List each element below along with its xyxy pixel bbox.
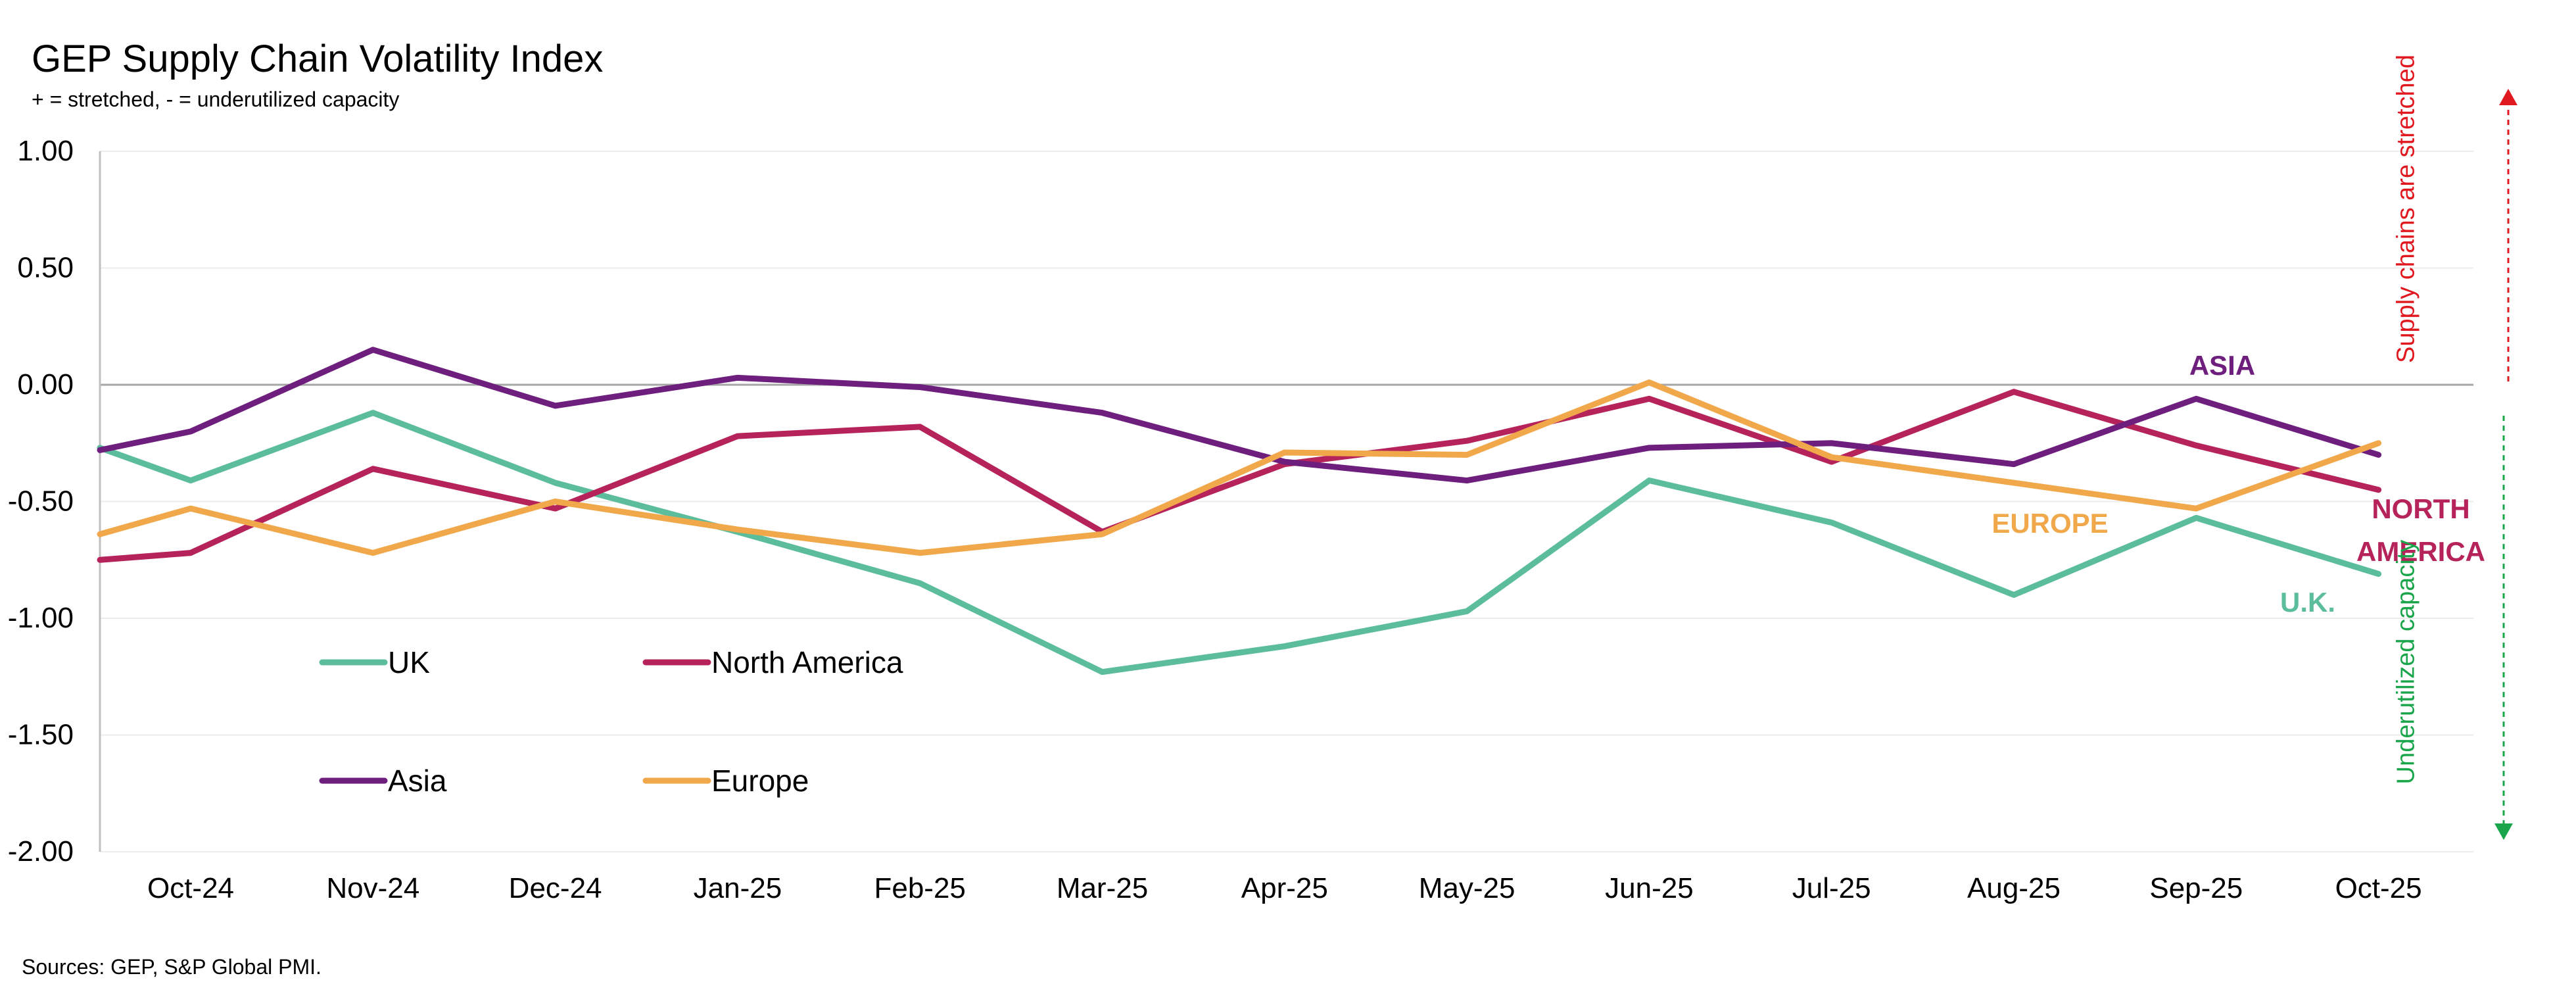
data-point-europe: [1828, 454, 1834, 460]
data-point-uk: [2375, 571, 2381, 577]
data-point-uk: [1281, 643, 1287, 649]
x-tick-label: Mar-25: [1057, 872, 1148, 904]
data-point-asia: [1646, 445, 1652, 451]
x-tick-label: Jan-25: [694, 872, 782, 904]
data-point-uk: [1646, 478, 1652, 483]
x-tick-label: Sep-25: [2149, 872, 2243, 904]
end-label-asia: ASIA: [2189, 350, 2255, 381]
x-tick-label: Aug-25: [1967, 872, 2061, 904]
y-tick-label: 1.00: [17, 135, 74, 167]
data-point-europe: [2375, 440, 2381, 446]
data-point-europe: [2011, 480, 2016, 486]
underutilized-annotation: Underutilized capacity: [2392, 539, 2420, 785]
data-point-north-america: [188, 550, 193, 556]
data-point-north-america: [1646, 396, 1652, 402]
stretched-arrow-head: [2499, 89, 2517, 105]
data-point-asia: [2193, 396, 2199, 402]
end-label-north-america: NORTH: [2372, 493, 2469, 524]
legend-label-asia: Asia: [388, 764, 447, 798]
data-point-europe: [1464, 452, 1470, 458]
legend-label-uk: UK: [388, 645, 430, 679]
data-point-uk: [1828, 520, 1834, 526]
data-point-north-america: [2011, 389, 2016, 395]
y-tick-label: -0.50: [8, 485, 74, 518]
legend-label-north-america: North America: [711, 645, 903, 679]
data-point-europe: [1646, 380, 1652, 385]
x-tick-label: Oct-24: [147, 872, 234, 904]
x-tick-label: Oct-25: [2335, 872, 2422, 904]
data-point-asia: [2011, 461, 2016, 467]
data-point-europe: [2193, 506, 2199, 512]
x-tick-label: Nov-24: [326, 872, 419, 904]
y-tick-label: -2.00: [8, 835, 74, 868]
end-label-north-america: AMERICA: [2356, 536, 2485, 567]
data-point-asia: [734, 375, 740, 381]
data-point-uk: [552, 480, 558, 486]
data-point-north-america: [734, 433, 740, 439]
chart-subtitle: + = stretched, - = underutilized capacit…: [32, 87, 400, 111]
data-point-north-america: [917, 424, 923, 429]
data-point-uk: [2193, 515, 2199, 521]
data-point-uk: [1099, 669, 1105, 675]
data-point-asia: [1828, 440, 1834, 446]
chart-title: GEP Supply Chain Volatility Index: [32, 37, 604, 80]
data-point-europe: [1281, 449, 1287, 455]
data-point-north-america: [370, 466, 376, 472]
data-point-uk: [1464, 608, 1470, 614]
series-line-europe: [97, 379, 2382, 556]
data-point-north-america: [1828, 459, 1834, 465]
data-point-asia: [917, 384, 923, 390]
x-tick-label: Jun-25: [1605, 872, 1694, 904]
end-label-europe: EUROPE: [1992, 508, 2108, 539]
data-point-uk: [917, 580, 923, 586]
x-tick-label: Feb-25: [874, 872, 965, 904]
data-point-asia: [1464, 478, 1470, 483]
data-point-europe: [917, 550, 923, 556]
data-point-north-america: [1464, 438, 1470, 444]
x-tick-label: Jul-25: [1792, 872, 1871, 904]
data-point-uk: [188, 478, 193, 483]
legend-label-europe: Europe: [711, 764, 809, 798]
data-point-asia: [1281, 459, 1287, 465]
data-point-europe: [188, 506, 193, 512]
x-tick-label: Dec-24: [509, 872, 602, 904]
data-point-north-america: [2193, 443, 2199, 449]
data-point-uk: [2011, 592, 2016, 598]
y-tick-label: 0.00: [17, 368, 74, 401]
end-label-uk: U.K.: [2280, 587, 2335, 618]
data-point-asia: [1099, 410, 1105, 416]
x-tick-label: Apr-25: [1241, 872, 1328, 904]
data-point-asia: [188, 429, 193, 434]
data-point-north-america: [552, 506, 558, 512]
y-tick-label: -1.50: [8, 719, 74, 751]
source-note: Sources: GEP, S&P Global PMI.: [22, 955, 322, 979]
y-tick-label: 0.50: [17, 252, 74, 284]
data-point-asia: [552, 403, 558, 408]
series-line-asia: [97, 347, 2382, 484]
data-point-europe: [1099, 531, 1105, 537]
data-point-europe: [552, 499, 558, 504]
data-point-europe: [370, 550, 376, 556]
series-line-uk: [97, 410, 2382, 675]
data-point-asia: [2375, 452, 2381, 458]
data-point-europe: [734, 527, 740, 533]
data-point-north-america: [2375, 487, 2381, 493]
x-tick-label: May-25: [1419, 872, 1515, 904]
underutilized-arrow-head: [2494, 823, 2513, 840]
stretched-annotation: Supply chains are stretched: [2392, 55, 2420, 363]
y-tick-label: -1.00: [8, 602, 74, 634]
data-point-asia: [370, 347, 376, 353]
series-line-north-america: [97, 389, 2382, 563]
data-point-uk: [370, 410, 376, 416]
